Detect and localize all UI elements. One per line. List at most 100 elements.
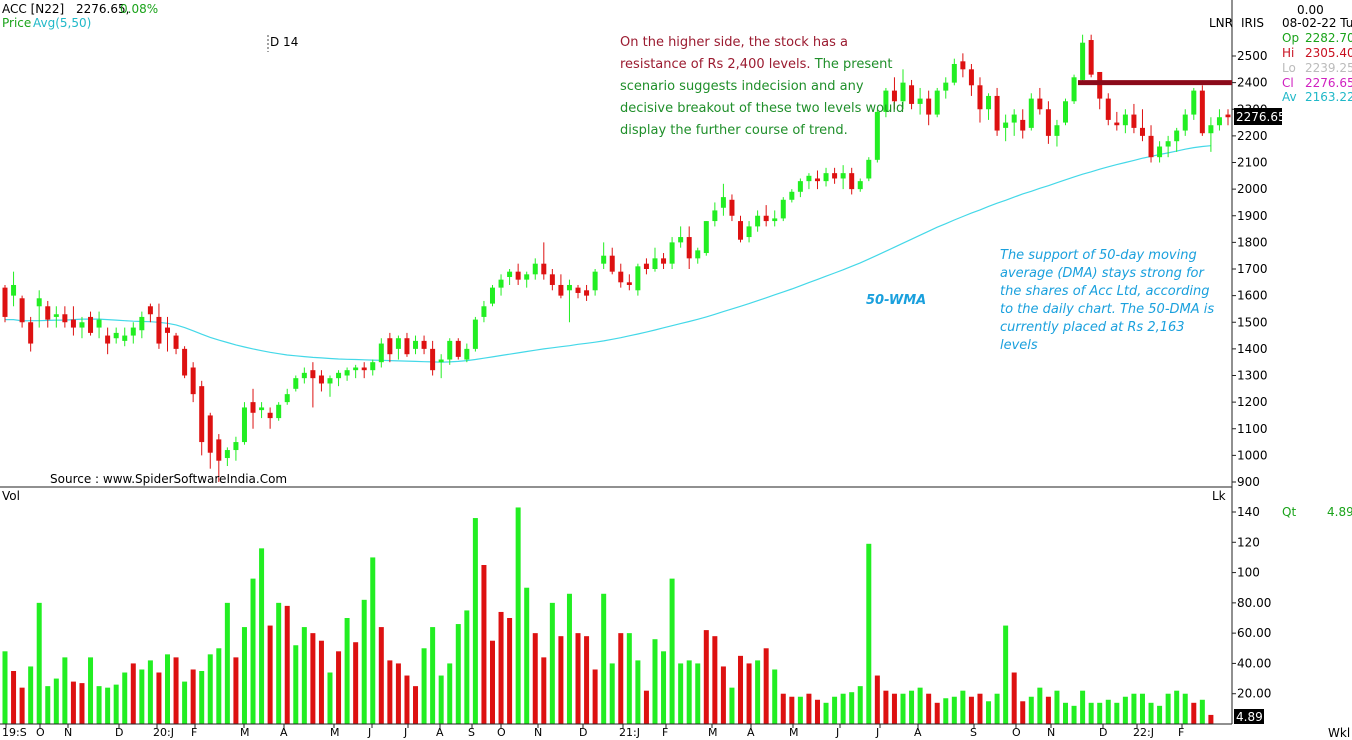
volume-bar (122, 672, 128, 724)
volume-bar (729, 687, 735, 724)
avg-value: 2163.22 (1305, 90, 1352, 104)
candle-body (755, 215, 761, 227)
time-tick-label: A (280, 726, 288, 739)
candle-body (883, 90, 889, 112)
volume-bar (370, 557, 376, 724)
time-tick-label: M (789, 726, 799, 739)
candle-body (1097, 71, 1103, 99)
candle-body (780, 199, 786, 219)
volume-bar (413, 686, 419, 724)
candle-body (395, 338, 401, 349)
volume-bar (1208, 714, 1214, 724)
candle-body (507, 271, 513, 277)
candle-body (276, 404, 282, 419)
time-tick-label: N (534, 726, 542, 739)
candle-body (866, 159, 872, 179)
volume-bar (438, 675, 444, 724)
candle-body (806, 175, 812, 182)
volume-bar (558, 636, 564, 724)
candle-body (1139, 127, 1145, 136)
candle-body (1199, 90, 1205, 134)
candle-body (541, 263, 547, 275)
volume-bar (318, 640, 324, 724)
volume-bar (669, 578, 675, 724)
volume-bar (601, 593, 607, 724)
candle-body (592, 271, 598, 291)
resistance-annotation: On the higher side, the stock has a resi… (620, 32, 912, 142)
volume-bar (1174, 690, 1180, 724)
volume-bar (772, 669, 778, 724)
volume-bar (592, 669, 598, 724)
time-tick-label: J (403, 726, 407, 739)
candle-body (207, 415, 213, 453)
volume-tick-label: 40.00 (1237, 656, 1271, 670)
time-tick-label: S (970, 726, 977, 739)
volume-bar (96, 686, 102, 724)
time-tick-label: 20:J (153, 726, 174, 739)
candle-body (1080, 42, 1086, 80)
qt-value: 4.89 (1327, 505, 1352, 519)
candle-body (1020, 119, 1026, 131)
candle-body (199, 386, 205, 443)
ma50-line (5, 145, 1211, 363)
time-tick-label: J (835, 726, 839, 739)
candle-body (934, 90, 940, 115)
candle-body (1105, 98, 1111, 120)
volume-bar (917, 687, 923, 724)
candle-body (1148, 135, 1154, 158)
volume-bar (874, 675, 880, 724)
date-label: 08-02-22 Tu (1282, 16, 1352, 30)
candle-body (498, 279, 504, 288)
volume-bar (738, 655, 744, 724)
volume-bar (455, 624, 461, 724)
volume-bar (233, 657, 239, 724)
candle-body (293, 378, 299, 389)
volume-bar (857, 686, 863, 724)
candle-body (575, 287, 581, 293)
candle-body (378, 343, 384, 363)
volume-bar (712, 636, 718, 724)
volume-bar (216, 648, 222, 724)
volume-bar (575, 633, 581, 724)
volume-bar (190, 669, 196, 724)
volume-bar (909, 690, 915, 724)
volume-bar (310, 633, 316, 724)
volume-bar (464, 610, 470, 724)
volume-bar (147, 660, 153, 724)
candle-body (763, 215, 769, 222)
indicator-label: Price (2, 16, 31, 30)
volume-bar (806, 693, 812, 724)
candle-body (156, 316, 162, 344)
candle-body (310, 370, 316, 379)
lnr-label: LNR (1209, 16, 1233, 30)
volume-bar (797, 696, 803, 724)
volume-bar (79, 683, 85, 724)
candle-body (447, 340, 453, 360)
d14-marker: D 14 (270, 35, 298, 49)
candle-body (122, 335, 128, 341)
time-tick-label: F (662, 726, 668, 739)
volume-bar (780, 693, 786, 724)
candle-body (532, 263, 538, 275)
price-tag: 2276.65 (1236, 110, 1286, 124)
volume-bar (327, 672, 333, 724)
candle-body (259, 407, 265, 411)
candle-body (661, 258, 667, 264)
wma-label: 50-WMA (866, 293, 926, 308)
candle-body (652, 258, 658, 269)
volume-bar (1139, 693, 1145, 724)
volume-bar (224, 602, 230, 724)
candle-body (986, 95, 992, 110)
candle-body (1182, 114, 1188, 131)
candle-body (455, 340, 461, 357)
volume-bar (507, 618, 513, 724)
volume-bar (88, 657, 94, 724)
candle-body (301, 372, 307, 379)
price-tick-label: 1000 (1237, 448, 1268, 462)
candle-body (1191, 90, 1197, 115)
volume-bar (1148, 702, 1154, 724)
candle-body (327, 378, 333, 384)
volume-bar (1071, 705, 1077, 724)
time-tick-label: O (36, 726, 45, 739)
candle-body (421, 340, 427, 349)
